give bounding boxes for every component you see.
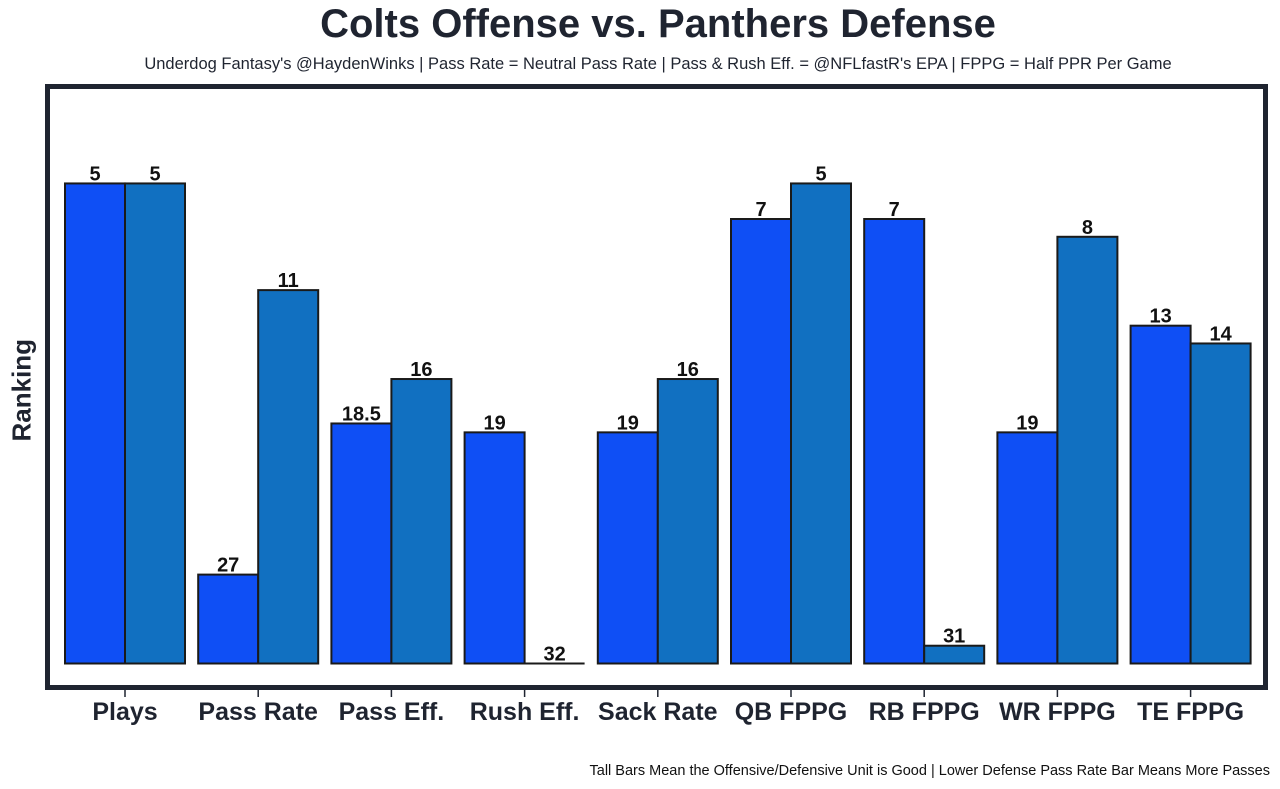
value-label-colts-offense-qb-fppg: 7 [755,199,766,221]
bar-panthers-defense-rb-fppg [923,644,986,665]
x-tick-label-wr-fppg: WR FPPG [999,698,1116,726]
x-tick-label-pass-eff: Pass Eff. [339,698,445,726]
value-label-panthers-defense-te-fppg: 14 [1209,323,1232,345]
x-tick-label-rb-fppg: RB FPPG [869,698,980,726]
bar-colts-offense-pass-rate [197,573,260,665]
x-tick-label-plays: Plays [92,698,157,726]
bar-panthers-defense-pass-rate [257,289,320,665]
bar-colts-offense-wr-fppg [996,431,1059,665]
bar-panthers-defense-wr-fppg [1056,235,1119,665]
value-label-panthers-defense-pass-eff: 16 [410,359,432,381]
chart-footer-note: Tall Bars Mean the Offensive/Defensive U… [589,763,1270,779]
value-label-panthers-defense-wr-fppg: 8 [1082,217,1093,239]
bar-colts-offense-sack-rate [596,431,659,665]
bar-colts-offense-rush-eff [463,431,526,665]
value-label-panthers-defense-qb-fppg: 5 [815,163,826,185]
bars-group [64,182,1252,665]
bar-colts-offense-plays [64,182,126,665]
bar-panthers-defense-te-fppg [1189,342,1252,665]
value-label-colts-offense-pass-rate: 27 [217,555,239,577]
plot-frame [45,84,1268,690]
bar-colts-offense-qb-fppg [730,218,792,665]
value-label-panthers-defense-pass-rate: 11 [278,270,299,292]
chart-subtitle: Underdog Fantasy's @HaydenWinks | Pass R… [144,55,1172,73]
value-labels-group: 5 5 27 11 18.5 16 19 32 19 16 7 5 7 31 19 8 13 14 [89,163,1232,665]
x-axis: Plays Pass Rate Pass Eff. Rush Eff. Sack Rat… [92,690,1244,726]
value-label-colts-offense-pass-eff: 18.5 [342,403,381,425]
bar-colts-offense-pass-eff [330,422,393,665]
x-tick-label-qb-fppg: QB FPPG [735,698,848,726]
bar-colts-offense-rb-fppg [863,218,926,665]
x-tick-label-te-fppg: TE FPPG [1137,698,1244,726]
bar-panthers-defense-qb-fppg [790,182,852,665]
value-label-panthers-defense-rb-fppg: 31 [943,626,965,648]
bar-panthers-defense-sack-rate [656,378,719,665]
x-tick-label-pass-rate: Pass Rate [198,698,318,726]
value-label-colts-offense-rb-fppg: 7 [889,199,900,221]
value-label-panthers-defense-plays: 5 [149,163,160,185]
value-label-panthers-defense-sack-rate: 16 [677,359,699,381]
value-label-colts-offense-rush-eff: 19 [483,412,505,434]
value-label-colts-offense-sack-rate: 19 [617,412,639,434]
bar-panthers-defense-pass-eff [390,378,453,665]
value-label-colts-offense-wr-fppg: 19 [1016,412,1038,434]
value-label-colts-offense-plays: 5 [89,163,100,185]
value-label-panthers-defense-rush-eff: 32 [543,644,565,666]
chart-title: Colts Offense vs. Panthers Defense [320,2,996,46]
bar-panthers-defense-plays [124,182,186,665]
value-label-colts-offense-te-fppg: 13 [1149,306,1171,328]
x-tick-label-rush-eff: Rush Eff. [470,698,580,726]
x-tick-label-sack-rate: Sack Rate [598,698,718,726]
bar-colts-offense-te-fppg [1129,324,1192,665]
